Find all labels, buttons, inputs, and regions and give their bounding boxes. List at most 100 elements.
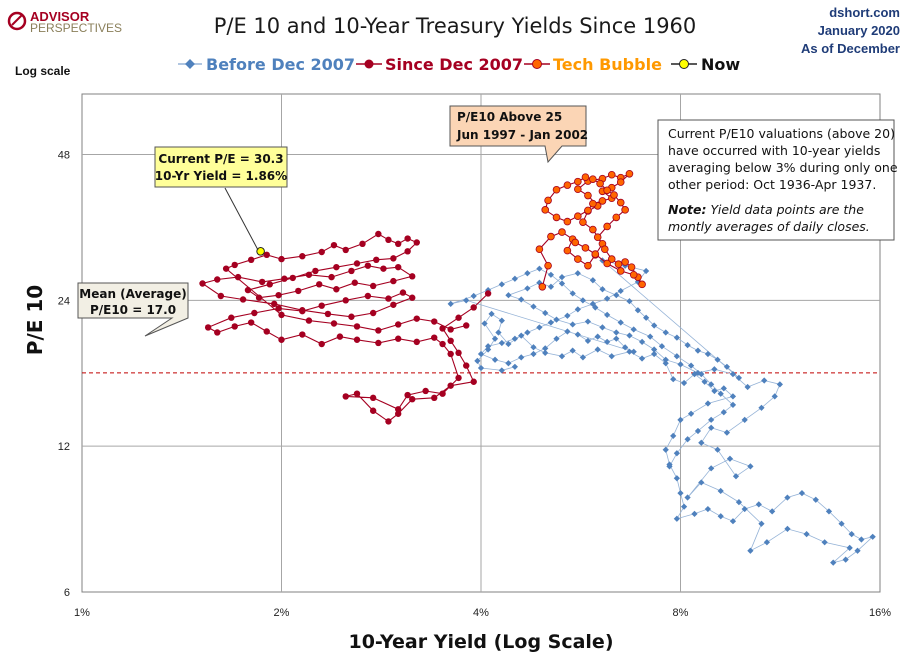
tech-point xyxy=(638,280,646,289)
since-point xyxy=(413,315,420,322)
since-point xyxy=(375,339,382,347)
y-tick-label: 6 xyxy=(64,587,70,599)
before-point xyxy=(662,356,669,363)
before-point xyxy=(677,416,684,423)
before-point xyxy=(505,340,512,348)
before-point xyxy=(530,303,537,310)
tech-point xyxy=(571,238,580,247)
legend-item-now: Now xyxy=(671,55,740,74)
tech-point xyxy=(614,260,623,268)
before-point xyxy=(491,335,499,342)
series-tech xyxy=(535,169,646,291)
callout-current: Current P/E = 30.3 10-Yr Yield = 1.86% xyxy=(154,146,288,251)
before-point xyxy=(584,337,592,344)
since-point xyxy=(231,323,238,330)
before-point xyxy=(838,520,845,527)
legend-since-label: Since Dec 2007 xyxy=(385,55,523,74)
before-point xyxy=(498,281,505,288)
since-point xyxy=(247,256,255,264)
before-point xyxy=(848,530,855,538)
tech-point xyxy=(603,186,611,195)
since-point xyxy=(431,394,438,402)
before-point xyxy=(771,393,778,400)
legend-item-since: Since Dec 2007 xyxy=(356,55,523,74)
since-point xyxy=(289,274,296,282)
tech-point xyxy=(621,258,629,266)
callout-tech-box xyxy=(449,105,587,164)
before-point xyxy=(574,331,581,338)
since-point xyxy=(295,287,302,295)
since-point xyxy=(431,318,438,325)
before-point xyxy=(761,377,768,384)
tech-point xyxy=(552,213,561,222)
tech-point xyxy=(625,169,634,178)
since-point xyxy=(222,265,230,272)
before-point xyxy=(747,547,754,554)
before-point xyxy=(524,285,531,292)
since-point xyxy=(463,362,470,369)
before-point xyxy=(553,335,560,342)
before-point xyxy=(803,531,810,538)
legend-tech-label: Tech Bubble xyxy=(553,55,662,74)
x-axis-label: 10-Year Yield (Log Scale) xyxy=(348,631,613,653)
before-point xyxy=(720,385,727,392)
before-point xyxy=(858,536,865,543)
before-point xyxy=(481,320,488,327)
since-point xyxy=(375,327,382,334)
tech-point xyxy=(589,199,597,208)
series-since xyxy=(199,230,492,425)
since-point xyxy=(455,374,462,382)
since-point xyxy=(447,382,454,389)
since-point xyxy=(318,248,325,256)
tech-point xyxy=(616,267,625,275)
tech-point xyxy=(574,177,582,186)
chart-title: P/E 10 and 10-Year Treasury Yields Since… xyxy=(214,14,697,38)
tech-point xyxy=(607,170,616,179)
since-point xyxy=(278,311,285,319)
callout-current-box xyxy=(154,146,288,188)
before-point xyxy=(594,346,601,353)
legend-tech-marker-icon xyxy=(532,59,542,69)
tech-point xyxy=(603,222,611,231)
before-point xyxy=(687,362,695,369)
before-point xyxy=(617,287,624,295)
callout-tech-line1: P/E10 Above 25 xyxy=(457,110,562,124)
tech-point xyxy=(627,263,636,271)
before-point xyxy=(708,465,715,472)
since-point xyxy=(239,296,247,303)
since-point xyxy=(409,273,416,280)
since-point xyxy=(278,336,285,343)
before-point xyxy=(842,556,849,563)
since-point xyxy=(348,313,355,320)
tech-point xyxy=(629,270,638,279)
before-point xyxy=(622,344,629,351)
before-point xyxy=(729,518,737,525)
tech-point xyxy=(612,213,621,222)
since-point xyxy=(353,260,361,267)
before-point xyxy=(723,363,731,370)
since-point xyxy=(251,309,258,317)
since-point xyxy=(447,337,454,345)
since-point xyxy=(299,331,306,338)
since-point xyxy=(328,273,335,281)
callout-tech: P/E10 Above 25 Jun 1997 - Jan 2002 xyxy=(449,105,588,164)
before-point xyxy=(846,544,853,551)
before-point xyxy=(574,270,581,277)
before-point xyxy=(704,400,712,407)
since-point xyxy=(244,286,252,294)
note-italic-text-1: Yield data points are the xyxy=(707,202,865,217)
before-point xyxy=(547,319,555,326)
before-point xyxy=(821,539,828,546)
since-point xyxy=(373,256,380,264)
since-point xyxy=(228,314,235,321)
note-box: Current P/E10 valuations (above 20) have… xyxy=(657,119,898,241)
since-point xyxy=(217,292,225,300)
since-point xyxy=(342,297,349,304)
since-point xyxy=(275,291,282,299)
tech-point xyxy=(574,255,582,263)
note-box-frame xyxy=(657,119,895,241)
tech-point xyxy=(563,217,572,226)
since-point xyxy=(359,240,366,248)
tech-point xyxy=(544,196,552,205)
since-point xyxy=(463,322,470,329)
